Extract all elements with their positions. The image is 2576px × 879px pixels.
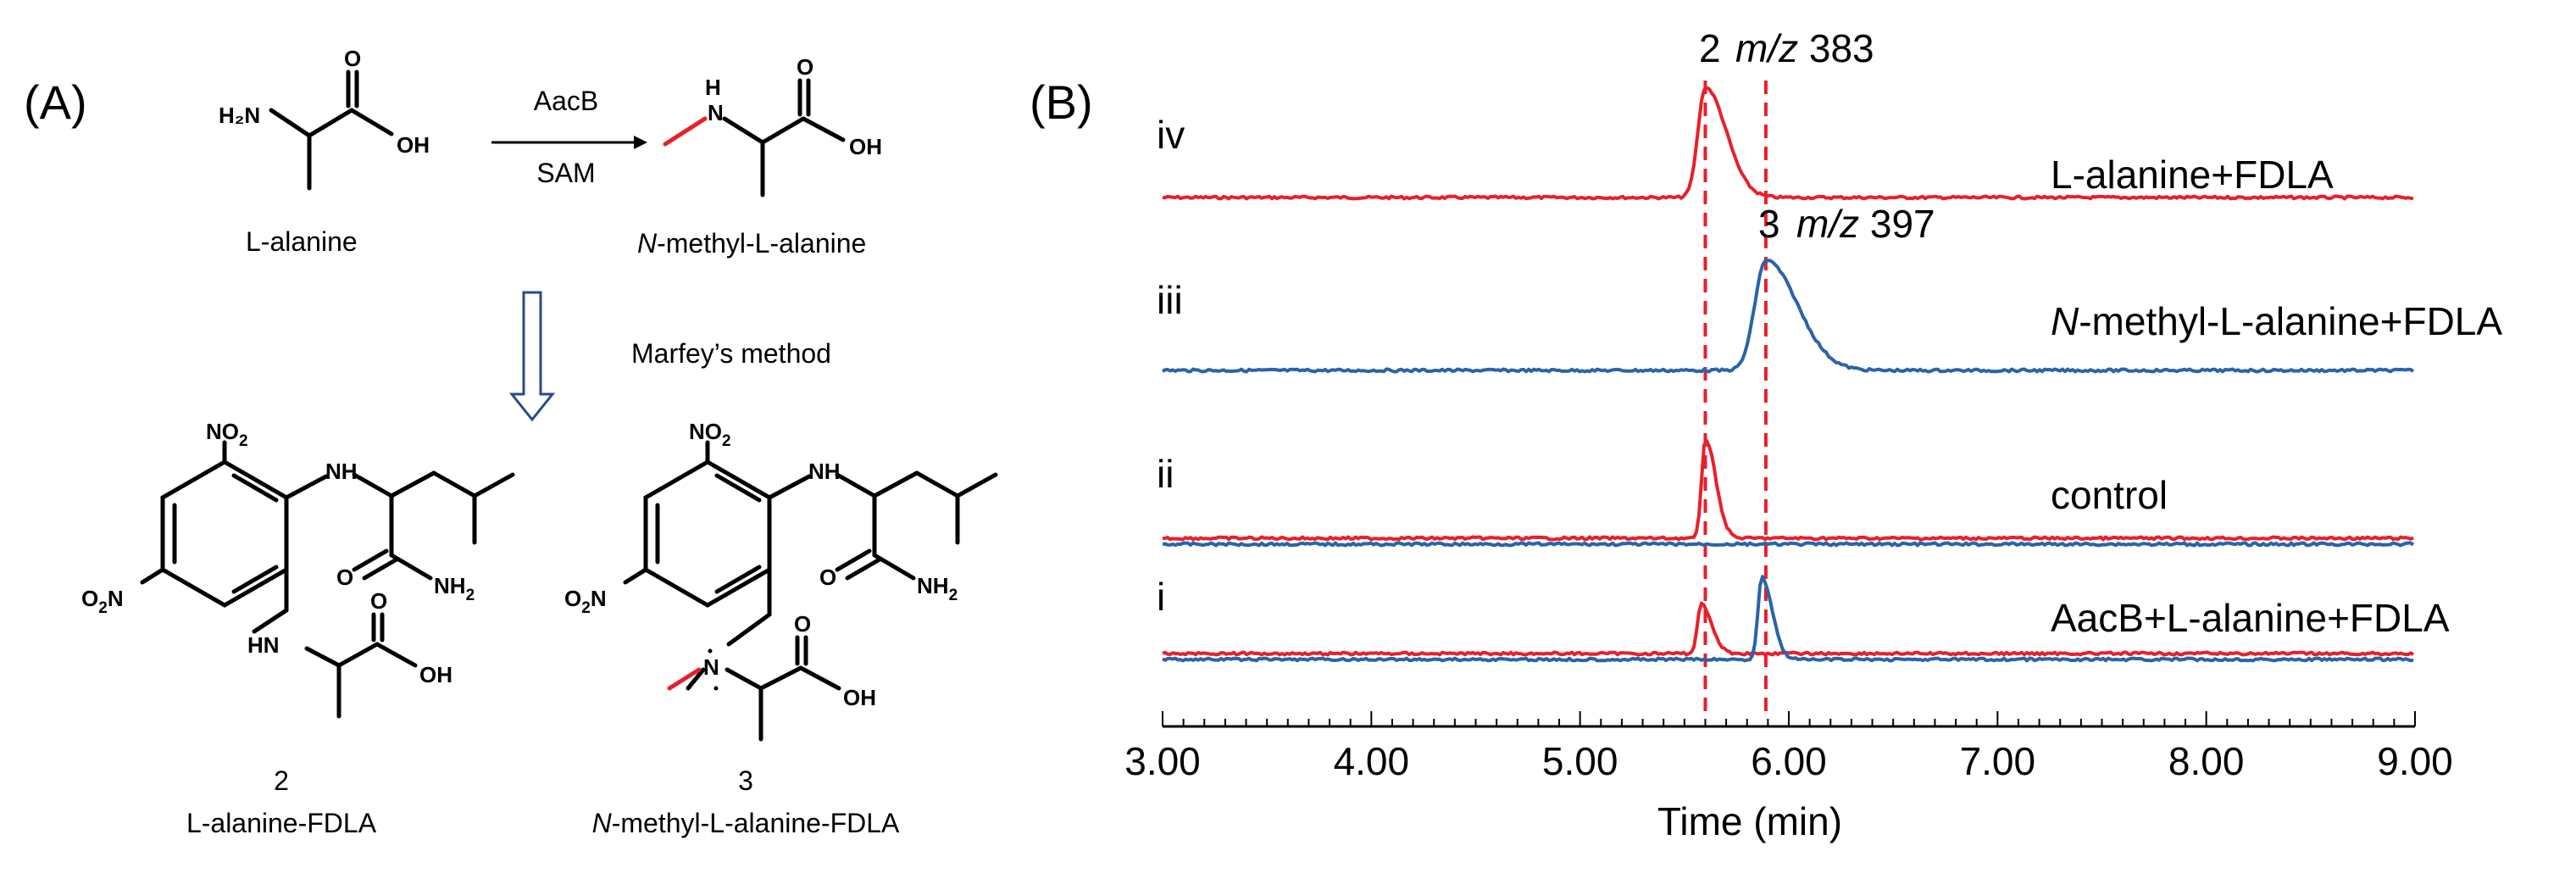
panel-b-label: (B): [1030, 75, 1093, 129]
product-name: N-methyl-L-alanine: [637, 228, 866, 259]
x-tick-label: 5.00: [1542, 739, 1618, 783]
trace-label-iii: iii: [1157, 278, 1183, 322]
nme-fdla-nh-upper: NH: [808, 459, 841, 484]
l-alanine-carbonyl-o: O: [344, 46, 361, 71]
cofactor-label: SAM: [536, 158, 595, 188]
product-nh-h: H: [705, 75, 721, 100]
peak-mz-2: m/z 383: [1735, 26, 1874, 70]
x-tick-label: 9.00: [2377, 739, 2453, 783]
deriv-right-number: 3: [738, 765, 753, 796]
nme-fdla-n-methyl: N: [703, 654, 719, 680]
nme-fdla-nh2: NH2: [917, 573, 958, 604]
reaction-arrow: [491, 136, 647, 149]
product-carbonyl-o: O: [797, 54, 813, 80]
deriv-right-name: N-methyl-L-alanine-FDLA: [592, 808, 900, 838]
l-alanine-hydroxyl: OH: [397, 132, 430, 158]
trace-iii-series-1: [1161, 259, 2415, 374]
l-alanine-amine: H₂N: [219, 103, 260, 128]
trace-label-ii: ii: [1157, 452, 1174, 496]
nme-fdla-acid-o: O: [794, 611, 811, 637]
chart-x-axis: 3.00 4.00 5.00 6.00 7.00 8.00 9.00: [1124, 711, 2453, 783]
trace-ii-series-2: [1162, 541, 2415, 548]
nme-fdla-no2-top: NO2: [689, 419, 731, 450]
trace-label-iv: iv: [1157, 113, 1185, 157]
l-fdla-acid-o: O: [370, 588, 387, 614]
trace-name-i: AacB+L-alanine+FDLA: [2051, 596, 2450, 640]
trace-i-series-1: [1162, 601, 2415, 657]
method-label: Marfey’s method: [631, 338, 831, 369]
panel-a-label: (A): [24, 75, 87, 129]
derivatization-arrow: [508, 291, 556, 422]
n-methyl-fdla-structure: [623, 440, 998, 742]
trace-ii-series-1: [1162, 439, 2414, 542]
deriv-left-number: 2: [274, 765, 289, 796]
enzyme-label: AacB: [534, 86, 598, 116]
x-tick-label: 6.00: [1751, 739, 1827, 783]
peak-mz-3: m/z 397: [1796, 202, 1935, 246]
chart-reference-lines: [1703, 81, 1768, 720]
l-fdla-o2n-left: O2N: [81, 586, 124, 617]
l-fdla-hn-lower: HN: [247, 632, 280, 658]
l-fdla-nh2: NH2: [434, 573, 475, 604]
trace-name-ii: control: [2051, 473, 2168, 517]
trace-name-iv: L-alanine+FDLA: [2051, 153, 2334, 197]
x-tick-label: 8.00: [2168, 739, 2245, 783]
l-alanine-structure: [269, 70, 394, 191]
trace-iv-series-1: [1162, 86, 2414, 201]
peak-number-2: 2: [1699, 26, 1721, 70]
trace-i-series-2: [1162, 575, 2414, 663]
l-fdla-oh: OH: [419, 662, 452, 687]
l-fdla-amide-o: O: [336, 565, 353, 590]
x-axis-label: Time (min): [1657, 799, 1842, 843]
nme-fdla-o2n-left: O2N: [564, 586, 607, 617]
nme-fdla-oh: OH: [843, 685, 876, 710]
product-nh: N: [708, 100, 724, 125]
deriv-left-name: L-alanine-FDLA: [186, 808, 377, 838]
panel-a: (A) H₂N O OH L-alanine AacB SAM: [24, 46, 998, 838]
l-fdla-nh-upper: NH: [325, 459, 358, 484]
x-tick-label: 3.00: [1124, 739, 1201, 783]
l-alanine-fdla-structure: [140, 440, 515, 719]
reactant-name: L-alanine: [246, 226, 358, 257]
trace-label-i: i: [1157, 575, 1165, 619]
l-fdla-no2-top: NO2: [206, 419, 248, 450]
nme-fdla-amide-o: O: [819, 565, 836, 590]
chart-annotations: 2 m/z 383 3 m/z 397: [1699, 26, 1935, 246]
trace-name-iii: N-methyl-L-alanine+FDLA: [2051, 299, 2502, 343]
product-hydroxyl: OH: [849, 134, 882, 159]
x-tick-label: 7.00: [1960, 739, 2036, 783]
peak-number-3: 3: [1758, 202, 1780, 246]
x-tick-label: 4.00: [1334, 739, 1410, 783]
n-methyl-alanine-structure: [663, 78, 846, 197]
